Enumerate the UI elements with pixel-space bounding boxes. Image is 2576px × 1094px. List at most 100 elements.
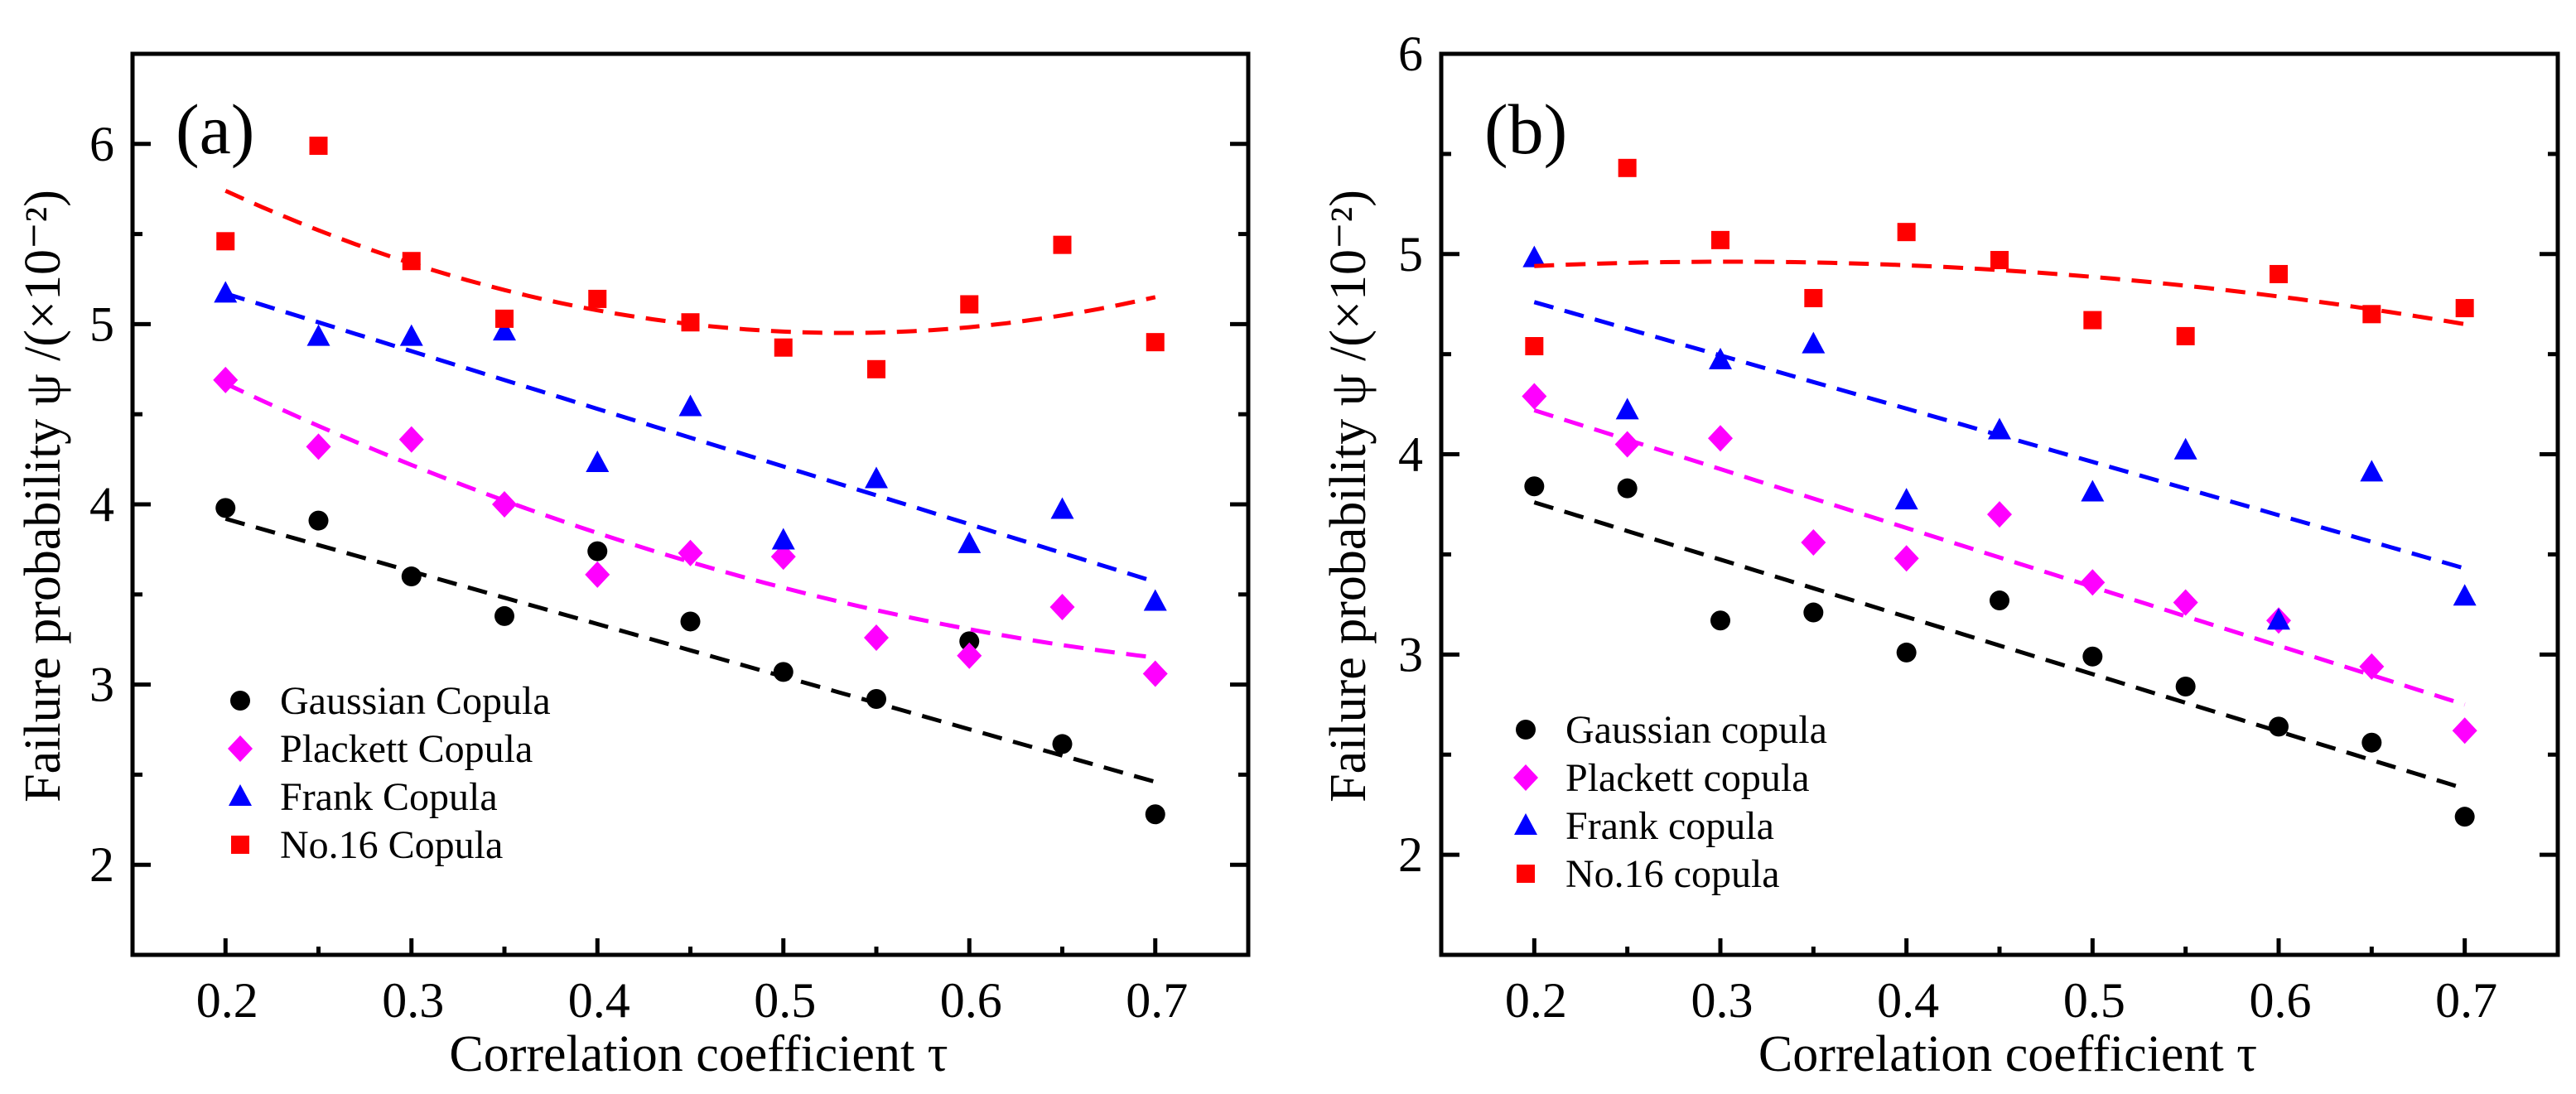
data-point [1708, 425, 1733, 452]
data-point [678, 394, 702, 417]
data-point [2270, 264, 2288, 283]
data-point [492, 491, 517, 518]
fit-line [1533, 500, 2466, 791]
data-point [1049, 594, 1075, 621]
chart-panel-a: 2 3 4 5 6 0.2 0.3 0.4 0.5 0.6 0.7 Correlation coeff… [15, 51, 1251, 1082]
data-point [1052, 734, 1073, 754]
x-tick-label: 0.2 [196, 973, 258, 1028]
data-point [1050, 497, 1074, 519]
data-point [1615, 398, 1639, 420]
data-point [214, 281, 238, 303]
x-tick-label: 0.7 [2435, 973, 2497, 1028]
data-point [867, 359, 885, 378]
y-tick-label: 3 [1398, 627, 1423, 682]
legend-marker [229, 784, 252, 806]
x-tick-label: 0.7 [1126, 973, 1188, 1028]
data-point [1524, 476, 1545, 497]
series-no-16-copula [1525, 158, 2474, 355]
data-point [309, 136, 328, 155]
data-point [2359, 653, 2385, 680]
data-point [495, 309, 514, 328]
series-no-16-copula [216, 136, 1165, 378]
data-point [402, 252, 421, 271]
plot-frame [1439, 51, 2560, 957]
y-tick-label: 5 [1398, 227, 1423, 282]
data-point [494, 605, 514, 626]
x-axis-title: Correlation coefficient τ [449, 1026, 948, 1082]
data-point [773, 662, 794, 682]
data-point [308, 510, 329, 531]
data-point [213, 366, 239, 393]
series-frank-copula [1522, 245, 2477, 630]
data-point [1522, 383, 1547, 410]
x-axis-title: Correlation coefficient τ [1758, 1026, 2257, 1082]
x-tick-label: 0.6 [940, 973, 1002, 1028]
x-tick-label: 0.3 [382, 973, 444, 1028]
data-point [1146, 333, 1165, 352]
x-tick-label: 0.3 [1691, 973, 1754, 1028]
data-point [1142, 660, 1168, 687]
data-point [960, 295, 979, 314]
data-point [1894, 488, 1918, 510]
data-point [2080, 569, 2106, 596]
y-tick-label: 5 [89, 296, 114, 351]
legend-marker [1516, 720, 1536, 740]
series-frank-copula [214, 281, 1167, 611]
data-point [770, 543, 796, 571]
data-point [1988, 417, 2011, 440]
data-point [2454, 807, 2475, 827]
y-tick-label: 6 [89, 117, 114, 171]
data-point [2175, 677, 2196, 697]
data-point [1990, 251, 2009, 270]
data-point [586, 450, 610, 472]
data-point [2267, 608, 2290, 630]
data-point [1893, 545, 1919, 572]
data-point [959, 631, 980, 652]
data-point [2173, 437, 2197, 460]
legend-label: No.16 copula [1565, 852, 1780, 896]
x-tick-label: 0.4 [568, 973, 630, 1028]
data-point [680, 611, 701, 632]
data-point [585, 561, 610, 588]
x-tick-label: 0.2 [1505, 973, 1567, 1028]
x-tick-label: 0.5 [2063, 973, 2125, 1028]
data-point [1803, 602, 1824, 623]
data-point [2361, 732, 2382, 753]
legend-marker [1517, 865, 1535, 883]
data-point [1053, 235, 1072, 254]
legend-label: Gaussian Copula [280, 679, 551, 723]
y-tick-label: 4 [1398, 427, 1423, 482]
data-point [1710, 610, 1730, 631]
data-point [771, 528, 795, 550]
data-point [587, 541, 608, 561]
data-point [1617, 478, 1638, 499]
legend-label: Plackett Copula [280, 727, 533, 771]
data-point [866, 689, 886, 710]
data-point [1525, 336, 1544, 355]
data-point [2082, 646, 2103, 667]
x-tick-label: 0.6 [2250, 973, 2312, 1028]
data-point [1522, 245, 1546, 267]
y-axis-title: Failure probability ψ /(×10⁻²) [15, 190, 71, 802]
plot-frame [130, 51, 1251, 957]
data-point [1990, 590, 2009, 611]
legend-label: Gaussian copula [1565, 708, 1827, 752]
fit-line [224, 381, 1156, 660]
data-point [401, 566, 422, 587]
data-point [2269, 716, 2289, 737]
data-point [774, 338, 793, 357]
data-point [1987, 501, 2012, 528]
data-point [1804, 288, 1823, 307]
data-point [1709, 347, 1732, 369]
data-point [398, 426, 424, 453]
legend-marker [230, 691, 250, 711]
fit-line [224, 189, 1156, 335]
data-point [2362, 305, 2381, 324]
legend-label: Frank copula [1565, 804, 1774, 848]
data-point [588, 289, 607, 308]
data-point [399, 324, 423, 346]
y-tick-label: 4 [89, 477, 114, 532]
data-point [306, 433, 331, 460]
data-point [865, 466, 888, 489]
data-point [1618, 158, 1637, 177]
